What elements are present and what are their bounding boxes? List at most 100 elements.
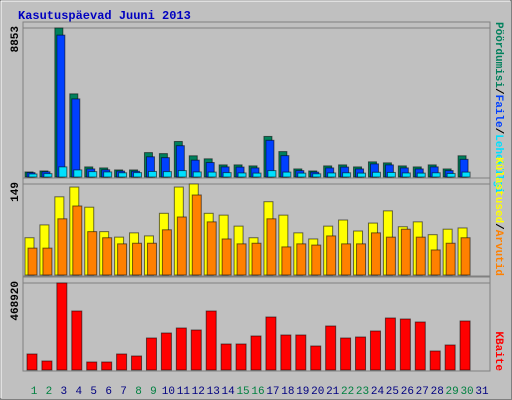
- x-tick-label: 13: [207, 386, 220, 398]
- x-tick-label: 15: [236, 386, 249, 398]
- bar: [282, 171, 292, 178]
- bar: [145, 337, 157, 371]
- x-tick-label: 17: [266, 386, 279, 398]
- x-tick-label: 22: [341, 386, 354, 398]
- bar: [56, 282, 68, 371]
- bar: [220, 343, 232, 371]
- x-tick-label: 21: [326, 386, 340, 398]
- bar: [430, 249, 441, 276]
- bar: [73, 169, 83, 178]
- legend-separator: /: [492, 88, 504, 95]
- legend: KBaite: [492, 331, 504, 371]
- bar: [327, 172, 337, 178]
- bar: [369, 330, 381, 371]
- bar: [26, 353, 38, 371]
- bar: [146, 242, 157, 276]
- bar: [340, 337, 352, 371]
- bar: [190, 329, 202, 371]
- bar: [236, 243, 247, 276]
- x-tick-label: 10: [162, 386, 175, 398]
- bar: [102, 237, 113, 276]
- x-tick-label: 5: [90, 386, 97, 398]
- bar: [133, 172, 143, 178]
- bar: [57, 218, 68, 276]
- bar: [326, 235, 337, 276]
- y-tick-label: 8853: [10, 26, 22, 53]
- bar: [103, 171, 113, 178]
- bar: [42, 247, 53, 276]
- x-tick-label: 4: [75, 386, 82, 398]
- x-tick-label: 9: [150, 386, 157, 398]
- bar: [175, 327, 187, 371]
- bar: [162, 171, 172, 178]
- y-tick-label: 149: [10, 182, 22, 202]
- bar: [161, 229, 172, 276]
- bar: [342, 172, 352, 178]
- bar: [461, 171, 471, 178]
- bar: [265, 316, 277, 371]
- x-tick-label: 31: [475, 386, 489, 398]
- legend-entry: Külastused: [492, 157, 504, 223]
- bar: [460, 237, 471, 276]
- legend-separator: /: [492, 128, 504, 135]
- x-tick-label: 8: [135, 386, 142, 398]
- bar: [72, 205, 83, 276]
- bar: [252, 172, 262, 178]
- x-tick-label: 27: [416, 386, 429, 398]
- legend-entry: Faile: [492, 95, 504, 128]
- bar: [325, 325, 337, 371]
- x-tick-label: 28: [431, 386, 444, 398]
- bar: [28, 173, 38, 178]
- bar: [71, 98, 81, 178]
- bar: [116, 353, 128, 371]
- x-tick-label: 2: [46, 386, 53, 398]
- x-tick-label: 24: [371, 386, 385, 398]
- bar: [206, 221, 217, 276]
- x-tick-label: 19: [296, 386, 309, 398]
- x-tick-label: 18: [281, 386, 294, 398]
- bar: [251, 242, 262, 276]
- bar: [205, 310, 217, 371]
- legend: Külastused/Arvutid: [492, 157, 504, 276]
- x-tick-label: 26: [401, 386, 414, 398]
- bar: [118, 172, 128, 178]
- bar: [357, 172, 367, 178]
- bar: [311, 244, 322, 276]
- bar: [281, 246, 292, 276]
- bar: [355, 336, 367, 371]
- bar: [295, 334, 307, 371]
- bar: [446, 172, 456, 178]
- bar: [386, 171, 396, 178]
- bar: [191, 194, 202, 276]
- bar: [160, 332, 172, 371]
- bar: [86, 361, 98, 371]
- bar: [132, 242, 143, 276]
- x-tick-label: 1: [31, 386, 38, 398]
- legend-entry: Lehekülgi: [492, 134, 504, 194]
- bar: [414, 321, 426, 371]
- bar: [235, 343, 247, 371]
- bar: [71, 310, 83, 371]
- bar: [431, 172, 441, 178]
- bar: [147, 170, 157, 178]
- bar: [221, 238, 232, 276]
- bar: [400, 228, 411, 276]
- bar: [88, 171, 98, 178]
- bar: [385, 236, 396, 276]
- bar: [416, 172, 426, 178]
- bar: [444, 344, 456, 371]
- x-tick-label: 29: [446, 386, 459, 398]
- x-tick-label: 3: [61, 386, 68, 398]
- chart-title: Kasutuspäevad Juuni 2013: [18, 9, 191, 23]
- bar: [401, 172, 411, 178]
- x-tick-label: 7: [120, 386, 127, 398]
- bar: [222, 172, 232, 178]
- bar: [58, 166, 68, 178]
- bar: [27, 247, 38, 276]
- legend: Pöördumisi/Faile/Lehekülgi: [492, 22, 504, 194]
- bar: [415, 236, 426, 276]
- bar: [445, 242, 456, 276]
- bar: [429, 350, 441, 371]
- legend-entry: KBaite: [492, 331, 504, 371]
